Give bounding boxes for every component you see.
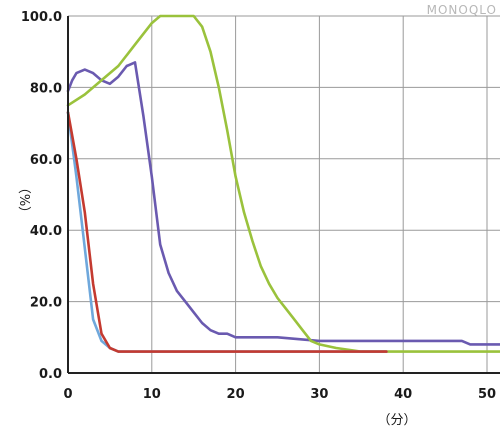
- series-line-2: [66, 14, 500, 353]
- y-tick-label: 100.0: [21, 10, 62, 25]
- series-line-4: [66, 111, 388, 353]
- series-line-1: [66, 61, 500, 346]
- watermark: MONOQLO: [427, 3, 497, 17]
- x-tick-label: 30: [310, 387, 328, 402]
- y-axis-label: （%）: [16, 181, 31, 219]
- series-layer: [66, 14, 500, 353]
- y-tick-labels: 0.0 20.0 40.0 60.0 80.0 100.0: [21, 10, 62, 382]
- y-tick-label: 0.0: [39, 367, 62, 382]
- x-tick-label: 20: [227, 387, 245, 402]
- y-tick-label: 40.0: [30, 224, 62, 239]
- y-tick-label: 80.0: [30, 81, 62, 96]
- x-tick-labels: 0 10 20 30 40 50: [63, 387, 496, 402]
- x-tick-label: 40: [394, 387, 412, 402]
- grid-lines: [68, 15, 500, 373]
- x-axis-label: （分）: [377, 413, 416, 428]
- x-tick-label: 0: [63, 387, 72, 402]
- x-tick-label: 10: [143, 387, 161, 402]
- y-tick-label: 20.0: [30, 296, 62, 311]
- axes: [67, 16, 500, 374]
- y-tick-label: 60.0: [30, 153, 62, 168]
- series-line-3: [66, 111, 388, 353]
- x-tick-label: 50: [478, 387, 496, 402]
